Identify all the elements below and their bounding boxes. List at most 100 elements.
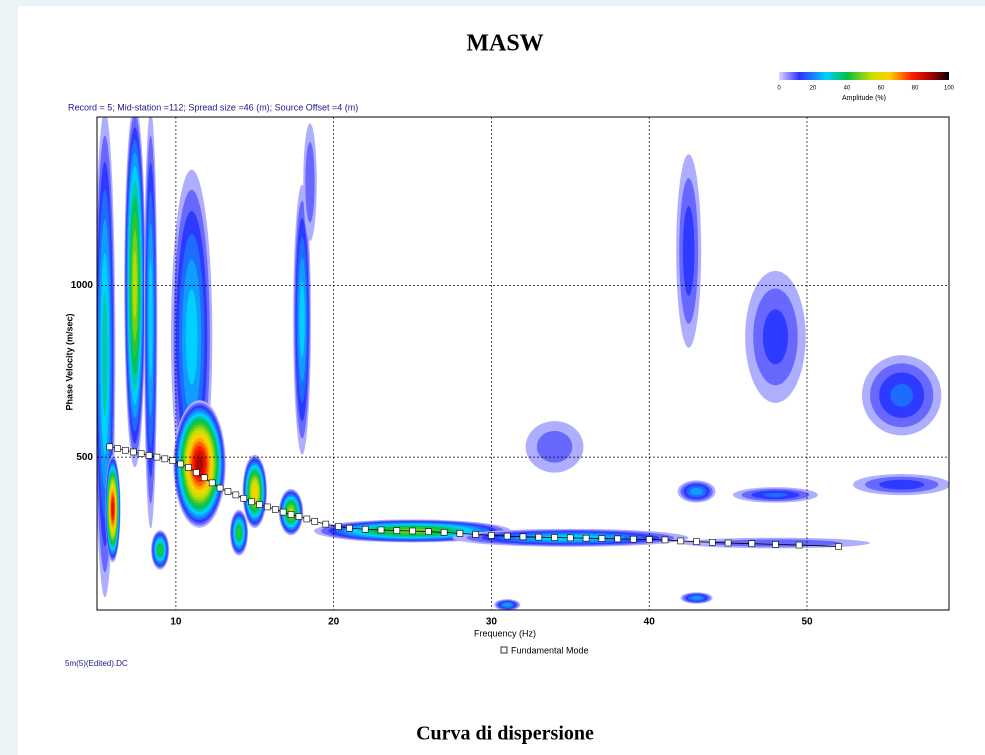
curve-point (598, 535, 606, 542)
energy-contour (762, 309, 789, 365)
energy-contour (111, 501, 114, 517)
curve-point (224, 488, 232, 495)
curve-point (287, 511, 295, 518)
curve-point (645, 536, 653, 543)
energy-contour (691, 596, 702, 600)
x-tick-label: 20 (328, 617, 340, 628)
x-axis-label: Frequency (Hz) (474, 628, 536, 638)
energy-contour (690, 487, 703, 496)
curve-point (256, 501, 263, 508)
energy-blob (242, 454, 268, 529)
curve-point (677, 537, 685, 545)
energy-blob (862, 355, 942, 436)
energy-contour (879, 479, 925, 490)
energy-contour (536, 430, 573, 463)
energy-blob (853, 474, 949, 496)
colorbar-tick-label: 100 (944, 86, 955, 92)
curve-point (169, 457, 177, 464)
energy-contour (252, 485, 257, 498)
curve-point (748, 540, 756, 547)
curve-point (248, 498, 255, 506)
curve-point (295, 513, 303, 520)
colorbar-tick-label: 20 (810, 86, 817, 92)
curve-point (772, 541, 779, 548)
energy-blob (144, 117, 158, 529)
energy-blob (525, 421, 584, 473)
curve-point (567, 534, 574, 542)
energy-blob (293, 184, 311, 455)
legend-marker (500, 646, 508, 654)
curve-point (425, 528, 432, 535)
energy-blob (303, 123, 317, 242)
curve-point (145, 452, 153, 459)
curve-point (409, 527, 416, 535)
curve-point (161, 455, 169, 463)
x-tick-label: 50 (801, 617, 813, 628)
colorbar (779, 72, 949, 80)
curve-point (377, 526, 385, 534)
x-tick-label: 10 (170, 617, 182, 628)
curve-point (122, 446, 129, 454)
curve-point (693, 538, 700, 545)
curve-point (322, 520, 330, 528)
curve-point (709, 539, 716, 546)
energy-blob (745, 270, 806, 403)
curve-point (185, 464, 192, 471)
curve-point (177, 460, 184, 468)
energy-blob (494, 599, 521, 610)
energy-blob (229, 509, 249, 556)
curve-point (361, 525, 369, 533)
caption: Curva di dispersione (416, 723, 594, 745)
energy-contour (148, 260, 153, 380)
curve-point (193, 469, 200, 476)
curve-point (440, 529, 448, 536)
curve-point (614, 535, 621, 543)
curve-point (271, 506, 279, 513)
colorbar-tick-label: 60 (878, 86, 885, 92)
curve-point (535, 533, 543, 541)
energy-contour (305, 141, 315, 223)
heatmap (97, 117, 949, 610)
energy-contour (237, 527, 241, 538)
energy-blob (680, 592, 713, 604)
footnote: 5m(5)(Edited).DC (65, 659, 128, 668)
curve-point (503, 532, 511, 540)
curve-point (519, 533, 527, 541)
energy-blob (677, 480, 716, 503)
curve-point (335, 523, 342, 530)
energy-contour (196, 455, 204, 473)
energy-contour (102, 291, 108, 417)
curve-point (208, 479, 216, 487)
curve-point (456, 530, 464, 537)
legend-label: Fundamental Mode (511, 645, 589, 655)
y-tick-label: 500 (76, 452, 93, 463)
plot-frame (96, 116, 950, 611)
curve-point (724, 539, 732, 547)
curve-point (200, 474, 208, 482)
x-tick-label: 40 (644, 617, 656, 628)
curve-point (129, 448, 137, 456)
curve-point (216, 484, 224, 492)
curve-point (240, 495, 248, 502)
curve-point (488, 532, 495, 539)
energy-contour (890, 383, 913, 407)
colorbar-tick-label: 80 (912, 86, 919, 92)
curve-point (795, 541, 803, 549)
curve-point (232, 491, 240, 499)
energy-blob (151, 530, 170, 570)
curve-point (472, 531, 479, 538)
panel (18, 6, 985, 755)
energy-contour (299, 281, 305, 359)
colorbar-tick-label: 40 (844, 86, 851, 92)
curve-point (264, 503, 271, 511)
energy-blob (732, 487, 818, 503)
curve-point (661, 536, 669, 544)
energy-blob (676, 154, 702, 348)
curve-line (109, 446, 839, 547)
curve-point (311, 518, 319, 525)
energy-contour (682, 206, 695, 296)
energy-blob (105, 455, 121, 563)
y-tick-label: 1000 (71, 280, 94, 291)
